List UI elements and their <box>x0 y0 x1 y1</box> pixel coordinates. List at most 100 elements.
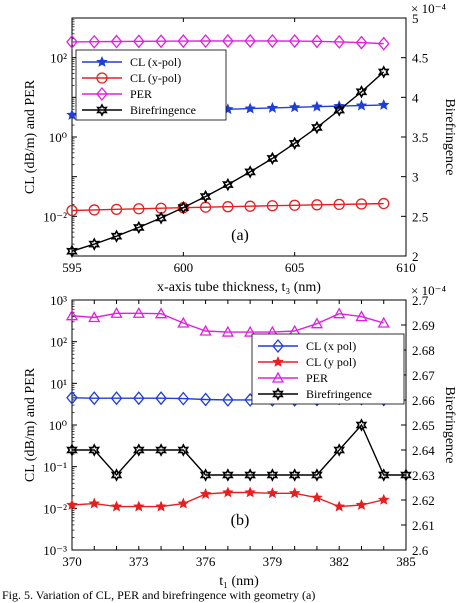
data-point <box>378 197 390 210</box>
data-point <box>333 443 346 457</box>
data-point <box>377 98 390 110</box>
data-point <box>66 108 78 120</box>
data-point <box>132 220 145 235</box>
series-birefringence <box>66 65 390 258</box>
data-point <box>377 468 390 482</box>
data-point <box>311 199 323 211</box>
y-left-tick-label: 10⁰ <box>49 418 67 433</box>
legend-marker <box>96 55 108 67</box>
data-point <box>177 497 190 509</box>
series-per <box>65 306 390 337</box>
data-point <box>244 102 256 114</box>
data-point <box>88 311 101 323</box>
data-point <box>222 33 234 48</box>
y-right-tick-label: 2.64 <box>412 443 435 458</box>
data-point <box>110 468 123 482</box>
series-line <box>71 312 384 333</box>
data-point <box>333 198 345 211</box>
x-tick-label: 370 <box>62 554 82 569</box>
data-point <box>244 200 256 212</box>
data-point <box>266 151 279 166</box>
x-tick-label: 385 <box>396 554 416 569</box>
data-point <box>88 34 101 49</box>
data-point <box>266 33 279 49</box>
data-point <box>288 101 301 113</box>
data-point <box>177 200 190 215</box>
legend: CL (x pol) CL (y pol) PER Birefringence <box>251 333 405 405</box>
data-point <box>244 33 256 48</box>
y-left-axis-label: CL (dB/m) and PER <box>23 367 38 482</box>
y-right-tick-label: 2.67 <box>412 368 435 383</box>
series-birefringence <box>66 418 412 482</box>
y-left-tick-label: 10⁻³ <box>43 543 67 558</box>
y-right-tick-label: 2.61 <box>412 518 435 533</box>
data-point <box>222 486 234 498</box>
data-point <box>355 418 368 432</box>
data-point <box>177 391 190 406</box>
series-line <box>71 202 384 212</box>
data-point <box>266 200 279 212</box>
y-right-tick-label: 4 <box>412 90 419 105</box>
data-point <box>311 491 323 503</box>
data-point <box>266 101 279 113</box>
data-point <box>132 391 145 406</box>
data-point <box>355 198 368 210</box>
series-cl-y-pol <box>66 486 390 512</box>
data-point <box>132 306 145 318</box>
y-left-tick-label: 10⁰ <box>49 130 67 145</box>
data-point <box>355 498 368 510</box>
data-point <box>222 201 234 213</box>
data-point <box>266 468 279 482</box>
y-right-tick-label: 3 <box>412 170 419 185</box>
data-point <box>199 468 212 482</box>
legend-label: CL (y-pol) <box>130 71 181 85</box>
data-point <box>177 316 190 328</box>
data-point <box>244 468 256 482</box>
panel-label: (a) <box>231 227 249 244</box>
data-point <box>88 237 101 251</box>
legend: CL (x-pol) CL (y-pol) PER Birefringence <box>75 49 227 121</box>
legend-marker <box>272 355 284 367</box>
data-point <box>355 310 368 322</box>
data-point <box>66 204 78 217</box>
data-point <box>288 136 301 151</box>
data-point <box>66 34 78 49</box>
data-point <box>66 390 78 405</box>
y-right-tick-label: 3.5 <box>412 130 428 145</box>
data-point <box>155 443 167 457</box>
data-point <box>132 34 145 49</box>
data-point <box>333 500 345 512</box>
data-point <box>88 443 101 457</box>
data-point <box>199 324 212 336</box>
y-left-tick-label: 10⁻² <box>43 501 67 516</box>
legend-label: CL (x pol) <box>306 339 356 353</box>
series-line <box>71 40 384 45</box>
y-right-tick-label: 2.68 <box>412 343 435 358</box>
data-point <box>311 100 323 112</box>
data-point <box>311 34 323 49</box>
legend-marker <box>272 387 284 401</box>
x-axis-label: x-axis tube thickness, t₃ (nm) <box>157 280 321 295</box>
right-axis-exponent: × 10⁻⁴ <box>411 283 446 298</box>
legend-marker <box>271 371 285 383</box>
y-right-axis-label: Birefringence <box>442 99 457 176</box>
data-point <box>110 500 123 512</box>
y-left-tick-label: 10⁻² <box>43 209 67 224</box>
data-point <box>155 211 167 225</box>
data-point <box>133 203 145 215</box>
x-tick-label: 379 <box>263 554 283 569</box>
data-point <box>333 34 346 49</box>
y-right-axis-label: Birefringence <box>442 387 457 464</box>
data-point <box>88 204 100 216</box>
data-point <box>199 189 212 204</box>
data-point <box>244 165 256 179</box>
y-right-tick-label: 4.5 <box>412 51 428 66</box>
data-point <box>88 391 101 406</box>
legend-label: Birefringence <box>306 387 372 401</box>
data-point <box>155 34 167 49</box>
data-point <box>199 488 212 499</box>
data-point <box>333 103 346 117</box>
panel-label: (b) <box>231 512 250 529</box>
